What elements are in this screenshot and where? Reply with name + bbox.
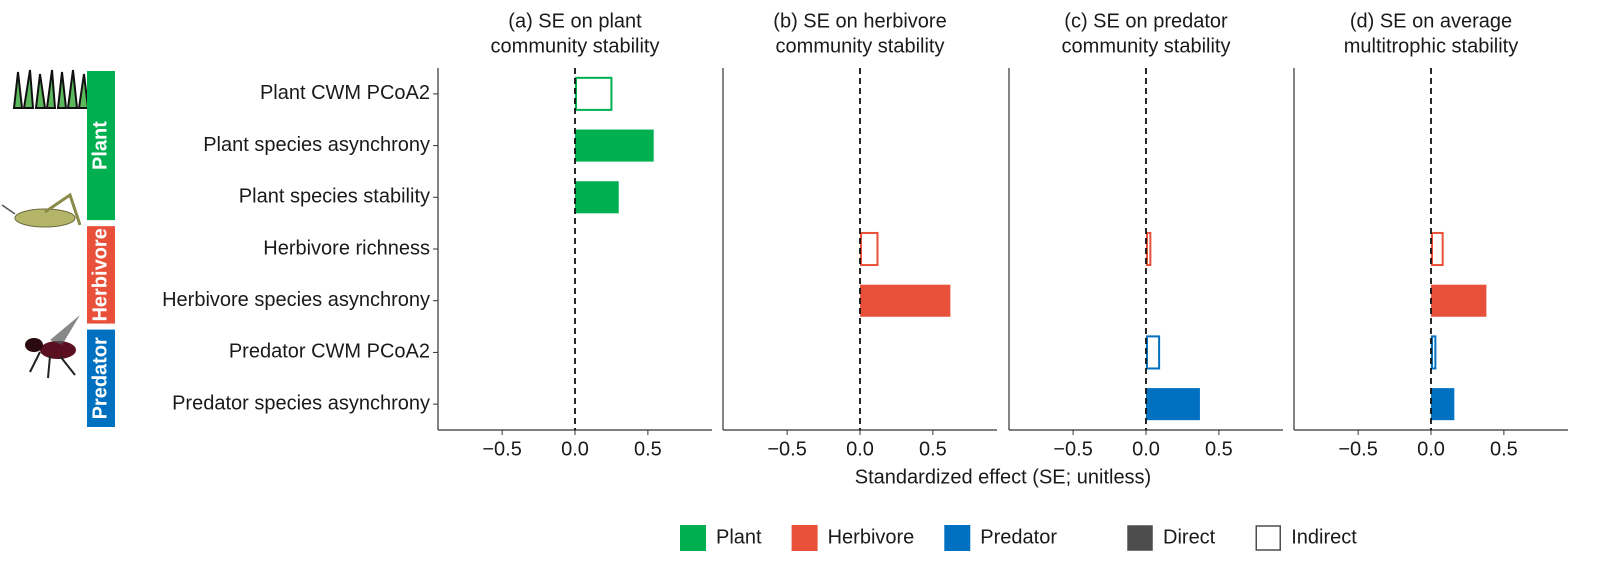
panel-title: community stability xyxy=(1062,35,1231,57)
bar xyxy=(860,284,951,317)
bar xyxy=(1431,335,1437,370)
legend-swatch xyxy=(944,525,971,551)
y-tick-label: Herbivore species asynchrony xyxy=(162,289,430,311)
legend-label: Predator xyxy=(980,526,1057,548)
legend-swatch xyxy=(680,525,706,551)
grass-icon xyxy=(12,69,90,109)
y-tick-label: Plant species stability xyxy=(239,186,430,208)
x-tick-label: 0.0 xyxy=(1417,438,1445,460)
group-strip xyxy=(87,329,115,427)
y-tick-label: Plant CWM PCoA2 xyxy=(260,82,430,104)
x-tick-label: −0.5 xyxy=(767,438,806,460)
bar xyxy=(1146,388,1200,421)
grasshopper-icon xyxy=(1,192,82,228)
x-tick-label: 0.5 xyxy=(1490,438,1518,460)
panel-title: community stability xyxy=(776,35,945,57)
x-axis-title: Standardized effect (SE; unitless) xyxy=(855,466,1151,488)
x-tick-label: 0.5 xyxy=(919,438,947,460)
panel-title: community stability xyxy=(491,35,660,57)
bar xyxy=(1146,231,1152,267)
x-tick-label: 0.0 xyxy=(1132,438,1160,460)
x-tick-label: −0.5 xyxy=(1053,438,1092,460)
bar xyxy=(575,181,619,214)
group-strip xyxy=(87,71,115,221)
panel-title: (b) SE on herbivore xyxy=(773,10,946,32)
bar xyxy=(860,231,879,267)
x-tick-label: 0.5 xyxy=(634,438,662,460)
legend-label: Plant xyxy=(716,526,762,548)
y-tick-label: Predator species asynchrony xyxy=(172,392,430,414)
legend-swatch xyxy=(1255,525,1281,551)
y-tick-label: Herbivore richness xyxy=(263,237,430,259)
bar xyxy=(575,129,654,162)
bar xyxy=(575,76,613,111)
x-tick-label: 0.0 xyxy=(561,438,589,460)
group-strip xyxy=(87,226,115,324)
group-label: Predator xyxy=(89,337,111,419)
bar xyxy=(1431,231,1444,267)
group-label: Plant xyxy=(89,121,111,170)
panel-title: (a) SE on plant xyxy=(508,10,642,32)
x-tick-label: 0.0 xyxy=(846,438,874,460)
legend-label: Herbivore xyxy=(828,526,915,548)
wasp-icon xyxy=(25,315,80,379)
legend-label: Indirect xyxy=(1291,526,1357,548)
legend-label: Direct xyxy=(1163,526,1216,548)
panel-title: (d) SE on average xyxy=(1350,10,1512,32)
x-tick-label: −0.5 xyxy=(1338,438,1377,460)
bar xyxy=(1146,335,1161,370)
x-tick-label: −0.5 xyxy=(482,438,521,460)
x-tick-label: 0.5 xyxy=(1205,438,1233,460)
bar xyxy=(1431,284,1487,317)
group-label: Herbivore xyxy=(89,228,111,321)
y-tick-label: Predator CWM PCoA2 xyxy=(229,341,430,363)
panel-title: (c) SE on predator xyxy=(1064,10,1228,32)
legend-swatch xyxy=(791,525,818,551)
bar xyxy=(1431,388,1455,421)
legend-swatch xyxy=(1127,525,1153,551)
panel-title: multitrophic stability xyxy=(1344,35,1519,57)
y-tick-label: Plant species asynchrony xyxy=(203,134,430,156)
